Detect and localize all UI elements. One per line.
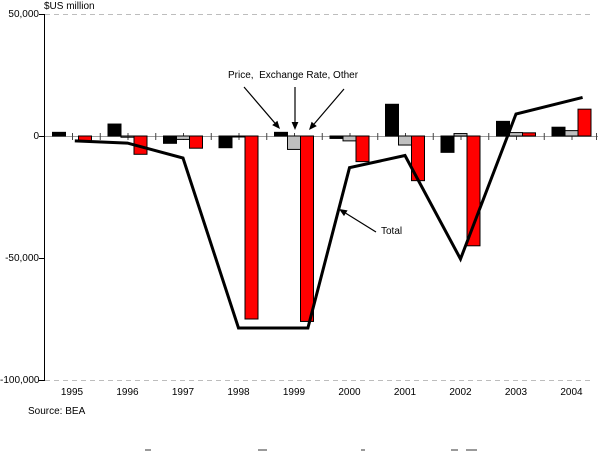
bar-exchange-rate-2004: [564, 130, 579, 137]
bar-price-2001: [385, 103, 399, 137]
x-tick-label: 2001: [393, 387, 417, 398]
annotation-arrow-total-head: [339, 209, 348, 217]
cropped-text-fragment: [466, 449, 477, 451]
y-tick-label: 50,000: [8, 9, 39, 20]
x-tick-label: 1998: [227, 387, 250, 398]
x-tick-label: 2002: [449, 387, 472, 398]
cropped-text-fragment: [361, 449, 365, 451]
bar-other-2004: [577, 108, 592, 137]
bar-other-2002: [466, 135, 481, 247]
cropped-text-fragment: [451, 449, 458, 451]
x-tick-label: 2004: [560, 387, 583, 398]
bar-other-2003: [522, 132, 536, 137]
cropped-text-fragment: [258, 449, 267, 451]
bar-series-annotation: Price, Exchange Rate, Other: [228, 70, 359, 81]
x-tick-label: 1999: [282, 387, 306, 398]
bar-other-1998: [244, 135, 259, 320]
bar-price-2002: [440, 135, 455, 153]
bar-exchange-rate-1996: [120, 135, 135, 138]
source-label: Source: BEA: [28, 406, 86, 417]
bar-exchange-rate-1998: [231, 135, 246, 138]
x-tick-label: 1995: [60, 387, 84, 398]
total-line-annotation: Total: [381, 226, 403, 237]
y-tick-label: 0: [33, 131, 39, 142]
bar-price-2004: [551, 126, 566, 137]
bar-price-1996: [107, 123, 122, 137]
y-axis-title: $US million: [44, 1, 95, 12]
bar-other-1997: [189, 135, 203, 149]
annotation-arrow-total: [345, 212, 377, 233]
x-tick-label: 2003: [504, 387, 528, 398]
annotation-arrow-price-head: [272, 120, 280, 129]
bar-price-1997: [163, 135, 177, 144]
y-tick-label: -50,000: [5, 253, 39, 264]
bar-price-1995: [52, 131, 66, 137]
annotation-arrow-price: [243, 86, 276, 124]
bar-exchange-rate-2003: [509, 132, 523, 137]
x-tick-label: 1996: [116, 387, 139, 398]
x-tick-label: 2000: [338, 387, 361, 398]
bar-exchange-rate-2001: [398, 135, 412, 146]
bar-price-2000: [329, 135, 344, 139]
annotation-arrow-other-head: [309, 121, 317, 130]
annotation-arrow-exchange-rate-head: [291, 122, 299, 130]
bar-exchange-rate-2002: [453, 133, 468, 137]
y-tick-label: -100,000: [0, 375, 40, 386]
annotation-arrow-other: [313, 88, 345, 125]
total-line: [74, 95, 583, 330]
bar-other-2000: [355, 135, 370, 163]
bar-exchange-rate-1999: [287, 135, 301, 150]
bar-price-1999: [274, 131, 288, 137]
bar-other-1999: [300, 135, 314, 322]
bar-exchange-rate-1997: [176, 135, 190, 140]
bar-exchange-rate-2000: [342, 135, 357, 142]
x-tick-label: 1997: [171, 387, 195, 398]
cropped-text-fragment: [145, 449, 151, 451]
bar-price-1998: [218, 135, 233, 149]
